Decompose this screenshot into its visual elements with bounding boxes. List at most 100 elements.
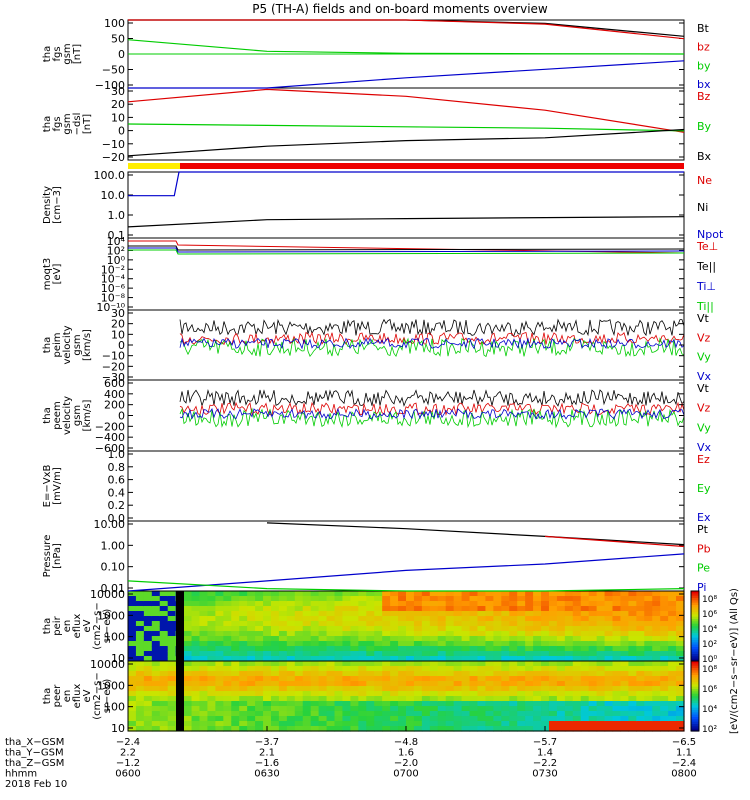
legend-ni: Ni (697, 201, 708, 214)
y-tick-label: 1.0 (108, 448, 126, 461)
y-tick-label: −30 (102, 371, 125, 384)
y-tick-label: 10⁻² (101, 263, 125, 276)
panel-pressure: 10.00 1.00 0.10 0.01 Pressure [nPa] Pt Pb Pe Pi (42, 518, 711, 595)
footer-value: −3.7 (255, 737, 279, 748)
y-axis-label-line: [eV] (52, 264, 63, 285)
y-tick-label: 0.0 (108, 512, 126, 525)
series-fgs-gsm-bz (128, 19, 685, 40)
trace-vt (179, 388, 685, 408)
y-axis-label-line: eV (82, 689, 93, 702)
y-axis-label-line: tha (42, 407, 53, 423)
spectrogram-peer-eflux (128, 661, 685, 732)
status-bar-yellow (128, 163, 180, 169)
legend-vx: Vx (697, 441, 712, 454)
legend-ti⊥: Ti⊥ (696, 280, 716, 293)
data-gap (176, 591, 184, 661)
legend-vz: Vz (697, 402, 711, 415)
y-axis-label: tha peir en eflux eV (cm2−s− sr−eV) (42, 602, 113, 649)
y-axis-label-line: en (62, 620, 73, 633)
y-tick-label: 100.0 (94, 169, 126, 182)
y-tick-label: 100 (104, 17, 125, 30)
legend-pt: Pt (697, 523, 709, 536)
y-axis-label: moqt3 [eV] (42, 258, 63, 291)
y-axis-label-line: Pressure (42, 535, 53, 578)
y-tick-label: 10⁴ (107, 235, 126, 248)
y-axis-label-line: en (62, 690, 73, 703)
colorbar-tick-label: 10⁶ (702, 610, 717, 620)
y-tick-label: 10000 (90, 588, 125, 601)
y-axis-label-line: eflux (72, 684, 83, 709)
legend-by: by (697, 59, 711, 72)
y-tick-label: 200 (104, 399, 125, 412)
panel-peir-eflux: 10000 1000 100 10 tha peir en eflux eV (cm2−s− sr−… (42, 588, 685, 665)
y-tick-label: −50 (102, 64, 125, 77)
y-axis-label-line: [mV/m] (52, 467, 63, 505)
footer-value: 0630 (254, 769, 279, 780)
trace-vy (179, 337, 685, 358)
footer-value: −5.7 (533, 737, 557, 748)
series-pressure-pi (127, 553, 685, 592)
panel-efield: 1.00.80.60.40.20.0 E=−VxB [mV/m] Ez Ey Ex (42, 448, 711, 525)
footer-value: −4.8 (394, 737, 418, 748)
y-tick-label: 10⁻¹⁰ (96, 301, 125, 314)
y-axis-label-line: velocity (62, 396, 73, 435)
footer-value: 1.4 (537, 748, 553, 759)
y-axis-label: tha fgs gsm −dsl [nT] (42, 113, 93, 136)
series-fgs-gsm-bx (128, 60, 685, 89)
legend-vt: Vt (697, 382, 710, 395)
legend-bt: Bt (697, 22, 710, 35)
y-tick-label: 0.10 (101, 561, 126, 574)
legend-te⊥: Te⊥ (696, 240, 718, 253)
footer-date: 2018 Feb 10 (5, 779, 67, 790)
legend-by: By (697, 120, 712, 133)
y-axis-label-line: tha (42, 618, 53, 634)
footer-value: 1.1 (676, 748, 692, 759)
series-pressure-pb (544, 535, 685, 548)
footer-value: 0700 (393, 769, 418, 780)
noise-traces-peem-velocity (179, 388, 685, 429)
y-axis-label-line: [km/s] (82, 329, 93, 361)
y-tick-label: 10 (111, 328, 125, 341)
y-axis-label-line: velocity (62, 325, 73, 364)
chart-title: P5 (TH-A) fields and on-board moments ov… (252, 2, 548, 16)
y-axis-label-line: −dsl (72, 113, 83, 136)
legend-vy: Vy (697, 421, 711, 434)
y-axis-label-line: fgs (52, 116, 63, 131)
legend-ex: Ex (697, 511, 711, 524)
y-axis-label-line: [nPa] (52, 543, 63, 569)
y-tick-label: −100 (95, 79, 125, 92)
y-axis-label-line: sr−eV) (102, 609, 113, 644)
y-axis-label: tha peem velocity gsm [km/s] (42, 396, 93, 435)
status-bar-red (180, 163, 684, 169)
colorbar-tick-label: 10² (702, 725, 717, 735)
footer-value: −1.6 (255, 758, 279, 769)
footer-value: 0800 (671, 769, 696, 780)
footer-row-label: tha_Y−GSM (5, 748, 64, 759)
y-axis-label-line: sr−eV) (102, 679, 113, 714)
footer-value: −2.4 (116, 737, 140, 748)
y-tick-label: 10.0 (101, 189, 126, 202)
y-axis-label-line: tha (42, 116, 53, 132)
y-axis-label-line: eV (82, 619, 93, 632)
y-axis-label-line: peim (52, 332, 63, 357)
series-layer (127, 19, 685, 592)
trace-vx (179, 407, 685, 420)
y-tick-label: 10⁰ (107, 254, 126, 267)
y-tick-label: 10 (111, 722, 125, 735)
legend-vz: Vz (697, 331, 711, 344)
y-tick-label: 10² (107, 244, 125, 257)
legend-vx: Vx (697, 370, 712, 383)
y-tick-label: −20 (102, 360, 125, 373)
y-axis-label-line: peer (52, 684, 63, 708)
legend-vt: Vt (697, 312, 710, 325)
y-axis-label-line: tha (42, 688, 53, 704)
y-tick-label: 20 (111, 98, 125, 111)
footer-value: 2.2 (120, 748, 136, 759)
legend-vy: Vy (697, 351, 711, 364)
legend-npot: Npot (697, 228, 724, 241)
y-axis-label: Density [cm−3] (42, 186, 63, 224)
colorbar-tick-label: 10⁸ (702, 665, 717, 675)
